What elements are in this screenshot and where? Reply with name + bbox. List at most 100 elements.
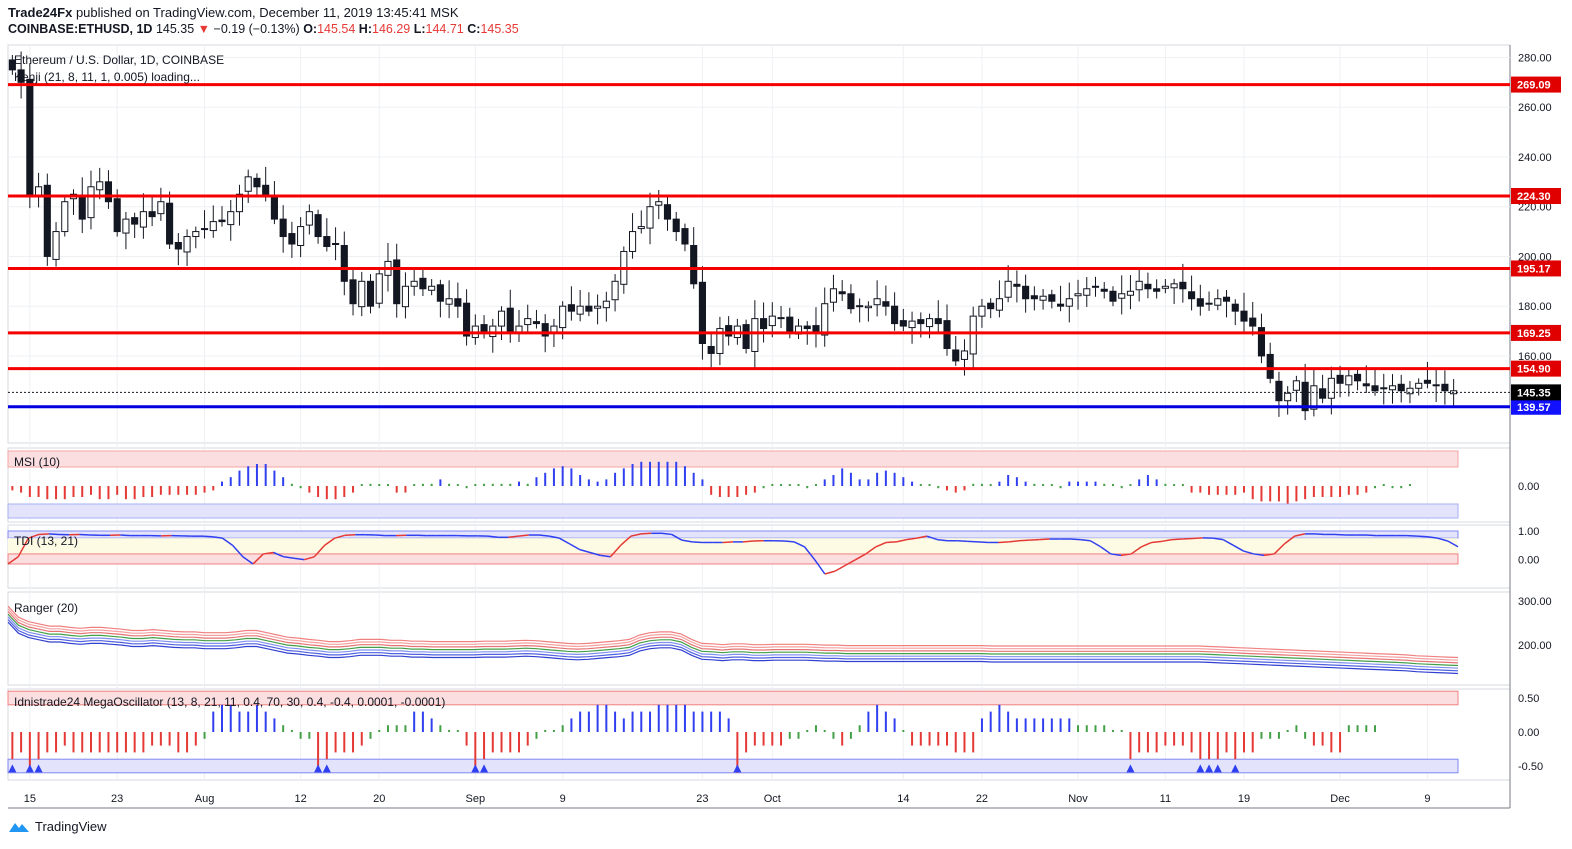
tdi-line-segment: [1283, 535, 1296, 545]
candle: [1170, 283, 1178, 289]
tdi-line-segment: [1100, 546, 1112, 555]
brand-label: TradingView: [35, 819, 107, 834]
candle: [829, 288, 838, 303]
y-tick-label: 260.00: [1518, 102, 1552, 114]
y-tick-label: 180.00: [1518, 301, 1552, 313]
x-tick-label: 15: [24, 793, 36, 805]
candle: [891, 305, 899, 325]
candle: [786, 316, 794, 332]
candle: [777, 317, 785, 320]
tdi-line-segment: [1437, 537, 1448, 542]
tdi-line-segment: [783, 540, 795, 543]
candle: [122, 218, 130, 234]
tradingview-logo-icon: [9, 822, 29, 832]
candle: [1406, 387, 1414, 395]
low-value: 144.71: [425, 22, 464, 36]
candle: [1022, 285, 1030, 300]
candle: [864, 305, 872, 309]
mega-label: Idnistrade24 MegaOscillator (13, 8, 21, …: [14, 695, 445, 709]
candle: [768, 315, 776, 327]
tdi-line-segment: [303, 556, 315, 561]
candle: [637, 226, 645, 230]
candle: [1214, 298, 1222, 306]
tdi-line-segment: [1232, 544, 1244, 552]
candle: [401, 285, 409, 308]
candle: [1257, 327, 1266, 357]
candle: [218, 219, 226, 223]
msi-tick-label: 0.00: [1518, 481, 1539, 493]
level-price-label: 139.57: [1517, 402, 1551, 414]
ranger-band-line: [7, 613, 1459, 667]
mega-lower-band: [7, 758, 1459, 774]
symbol-label: COINBASE:ETHUSD, 1D: [8, 22, 153, 36]
candle: [611, 280, 619, 301]
candle: [1013, 283, 1021, 287]
buy-signal-icon: [471, 764, 480, 773]
level-price-tag: [1511, 398, 1561, 415]
x-tick-label: 23: [696, 793, 708, 805]
candle: [279, 218, 287, 238]
candle: [1397, 383, 1405, 392]
tdi-line-segment: [865, 546, 877, 555]
candle: [1415, 382, 1423, 389]
open-value: 145.54: [317, 22, 356, 36]
candle: [61, 201, 69, 233]
x-tick-label: 20: [373, 793, 385, 805]
y-tick-label: 200.00: [1518, 251, 1552, 263]
tdi-line-segment: [609, 544, 622, 558]
candle: [366, 280, 375, 307]
candle: [559, 305, 567, 329]
candle: [1441, 383, 1449, 392]
candle: [541, 323, 549, 337]
tdi-line-segment: [518, 534, 529, 537]
buy-signal-icon: [480, 764, 489, 773]
candle: [428, 285, 436, 291]
candle: [43, 184, 51, 257]
candle: [1057, 303, 1065, 307]
candle: [1275, 380, 1283, 402]
candle: [1249, 317, 1257, 327]
candle: [87, 186, 95, 219]
tradingview-brand[interactable]: TradingView: [8, 819, 107, 834]
tdi-line-segment: [855, 553, 867, 561]
tdi-line-segment: [263, 551, 274, 555]
candle: [1388, 385, 1397, 391]
candle: [567, 304, 575, 312]
candle: [672, 218, 680, 233]
tdi-line-segment: [1080, 538, 1091, 542]
candle: [716, 328, 724, 354]
candle: [1371, 385, 1379, 392]
x-tick-label: Sep: [466, 793, 486, 805]
ranger-band-line: [7, 605, 1459, 659]
candle: [1100, 288, 1108, 292]
level-price-tag: [1511, 324, 1561, 341]
tdi-line-segment: [1315, 533, 1326, 536]
tdi-line-segment: [916, 535, 928, 539]
tdi-line-segment: [1294, 533, 1305, 537]
tdi-line-segment: [1151, 540, 1162, 544]
close-value: 145.35: [480, 22, 519, 36]
level-price-tag: [1511, 187, 1561, 204]
level-price-tag: [1511, 76, 1561, 93]
tdi-upper-band: [7, 530, 1459, 539]
tdi-line-segment: [896, 538, 907, 543]
high-value: 146.29: [372, 22, 411, 36]
publisher-name[interactable]: Trade24Fx: [8, 5, 73, 20]
low-label: L:: [413, 22, 426, 36]
tdi-line-segment: [487, 535, 499, 539]
tdi-line-segment: [273, 551, 284, 558]
candle: [131, 217, 139, 225]
candle: [934, 318, 942, 325]
ranger-band-line: [7, 608, 1459, 661]
tdi-line-segment: [222, 537, 234, 546]
published-text: published on TradingView.com, December 1…: [75, 5, 459, 20]
candle: [1048, 294, 1056, 302]
candle: [1353, 373, 1362, 382]
tdi-line-segment: [834, 564, 846, 572]
candle: [698, 281, 706, 344]
tdi-line-segment: [344, 533, 356, 537]
candle: [1196, 298, 1204, 307]
mega-tick-label: 0.00: [1518, 727, 1539, 739]
candle: [375, 273, 383, 304]
